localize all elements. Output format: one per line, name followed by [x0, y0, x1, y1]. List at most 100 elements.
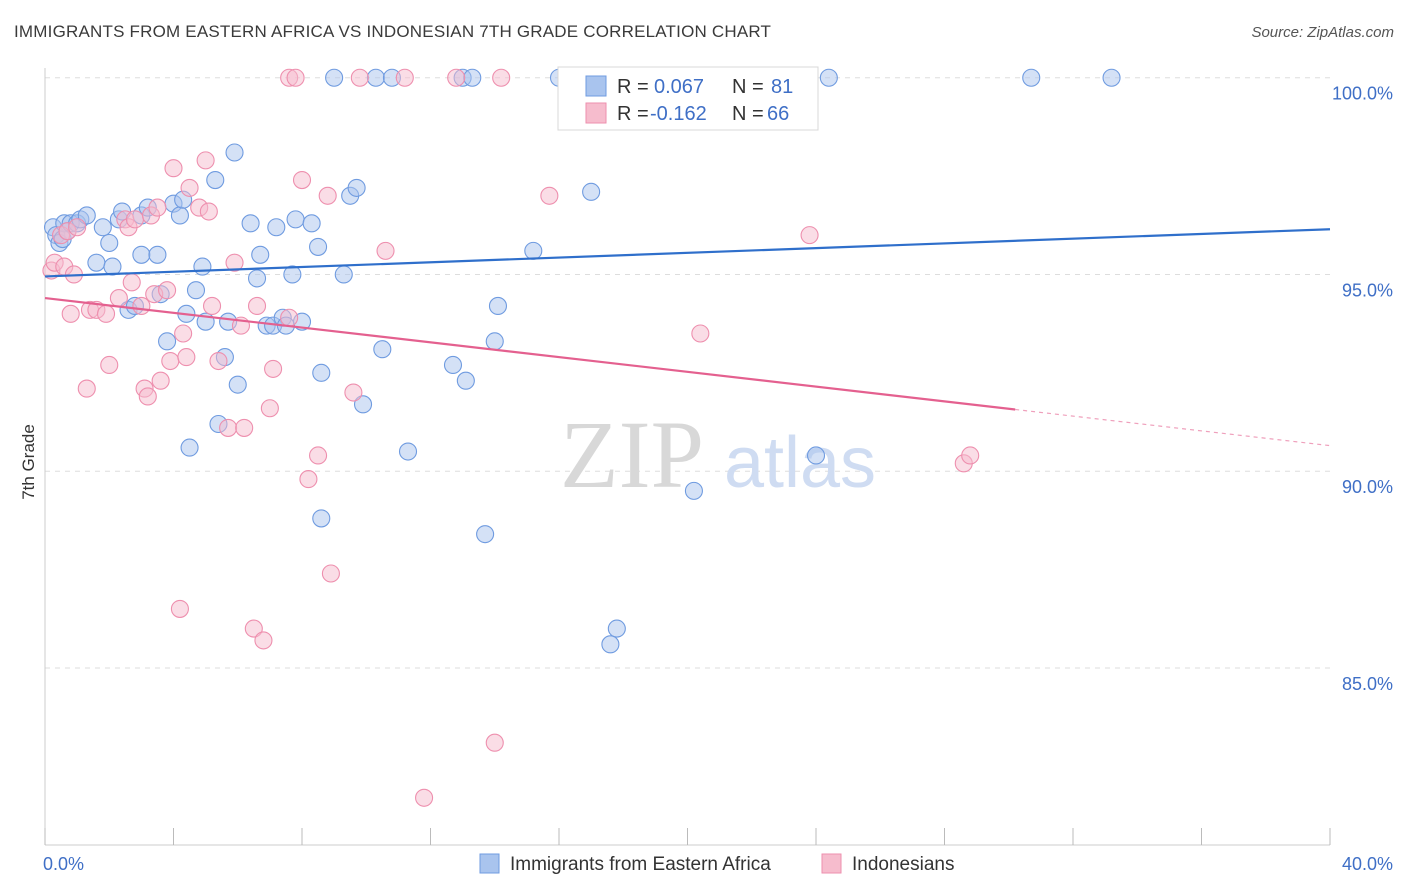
point-indonesians	[196, 151, 215, 170]
point-indonesians	[180, 178, 199, 197]
trend-line-extension-pink	[1015, 408, 1331, 447]
point-indonesians	[260, 399, 279, 418]
point-eastern-africa	[228, 375, 247, 394]
point-indonesians	[148, 198, 167, 217]
point-eastern-africa	[607, 619, 626, 638]
point-indonesians	[447, 68, 466, 87]
point-eastern-africa	[334, 265, 353, 284]
tick-labels: 100.0% 95.0% 90.0% 85.0% 0.0% 40.0%	[43, 84, 1393, 874]
point-indonesians	[203, 296, 222, 315]
point-indonesians	[125, 210, 144, 229]
point-indonesians	[280, 308, 299, 327]
point-indonesians	[170, 599, 189, 618]
point-indonesians	[376, 241, 395, 260]
point-eastern-africa	[456, 371, 475, 390]
point-indonesians	[485, 733, 504, 752]
point-indonesians	[151, 371, 170, 390]
point-indonesians	[540, 186, 559, 205]
point-indonesians	[138, 387, 157, 406]
point-indonesians	[292, 170, 312, 190]
point-indonesians	[235, 418, 254, 437]
point-eastern-africa	[373, 340, 392, 359]
y-axis-title: 7th Grade	[19, 424, 38, 500]
point-eastern-africa	[193, 257, 212, 276]
trend-line-pink	[44, 296, 1016, 411]
point-eastern-africa	[87, 253, 106, 272]
legend-r-value-2: -0.162	[650, 103, 707, 125]
point-eastern-africa	[1022, 68, 1041, 87]
point-indonesians	[264, 359, 283, 378]
legend-r-label-2: R =	[617, 103, 649, 125]
legend-swatch-blue	[585, 75, 607, 97]
legend-bottom-swatch-blue	[479, 853, 500, 874]
point-indonesians	[199, 202, 218, 221]
point-eastern-africa	[524, 241, 543, 260]
point-indonesians	[395, 68, 414, 87]
trend-lines	[44, 228, 1331, 447]
point-indonesians	[492, 68, 511, 87]
legend-n-value-2: 66	[767, 103, 789, 125]
chart-title: IMMIGRANTS FROM EASTERN AFRICA VS INDONE…	[14, 22, 772, 41]
watermark: ZIP atlas	[560, 401, 876, 508]
point-eastern-africa	[103, 257, 122, 276]
point-indonesians	[321, 564, 340, 583]
point-indonesians	[109, 289, 128, 308]
legend-n-label-2: N =	[732, 103, 764, 125]
point-eastern-africa	[347, 178, 366, 197]
point-indonesians	[415, 788, 434, 807]
point-eastern-africa	[247, 269, 267, 288]
point-eastern-africa	[267, 218, 286, 237]
point-eastern-africa	[180, 438, 199, 457]
legend-bottom: Immigrants from Eastern Africa Indonesia…	[479, 853, 954, 875]
point-indonesians	[309, 446, 328, 465]
legend-bottom-label-blue: Immigrants from Eastern Africa	[510, 854, 771, 875]
point-eastern-africa	[241, 214, 260, 233]
watermark-atlas: atlas	[724, 423, 876, 503]
point-eastern-africa	[1102, 68, 1121, 87]
point-indonesians	[800, 226, 819, 245]
point-indonesians	[122, 273, 141, 292]
legend-swatch-pink	[585, 102, 607, 124]
legend-r-label-1: R =	[617, 76, 649, 98]
point-eastern-africa	[158, 332, 177, 351]
point-eastern-africa	[806, 446, 826, 465]
point-indonesians	[209, 351, 228, 371]
point-indonesians	[77, 379, 96, 398]
point-eastern-africa	[353, 395, 373, 414]
point-indonesians	[164, 159, 183, 178]
point-eastern-africa	[225, 143, 244, 162]
point-indonesians	[254, 631, 273, 650]
point-indonesians	[68, 218, 87, 237]
point-eastern-africa	[443, 355, 463, 375]
point-eastern-africa	[325, 68, 344, 87]
point-eastern-africa	[398, 442, 418, 461]
point-indonesians	[225, 253, 244, 272]
point-eastern-africa	[93, 218, 112, 237]
point-indonesians	[350, 68, 369, 87]
point-indonesians	[96, 304, 116, 323]
point-indonesians	[100, 355, 119, 375]
y-tick-label: 95.0%	[1342, 280, 1393, 300]
point-eastern-africa	[312, 509, 331, 528]
point-eastern-africa	[302, 214, 321, 233]
y-tick-label: 85.0%	[1342, 674, 1393, 694]
point-indonesians	[247, 296, 267, 315]
point-indonesians	[61, 304, 80, 323]
legend-bottom-label-pink: Indonesians	[852, 854, 954, 875]
y-tick-label: 90.0%	[1342, 477, 1393, 497]
point-eastern-africa	[170, 206, 189, 225]
point-indonesians	[344, 383, 363, 402]
point-indonesians	[177, 348, 196, 367]
point-indonesians	[318, 186, 337, 205]
point-indonesians	[219, 418, 238, 437]
axes	[44, 68, 1331, 846]
legend-top: R = 0.067 N = 81 R = -0.162 N = 66	[557, 66, 819, 131]
legend-bottom-swatch-pink	[821, 853, 842, 874]
point-eastern-africa	[100, 233, 119, 253]
point-eastern-africa	[582, 182, 601, 201]
point-eastern-africa	[77, 206, 96, 225]
point-indonesians	[961, 446, 980, 465]
x-tick-label: 40.0%	[1342, 854, 1393, 874]
point-eastern-africa	[251, 245, 270, 264]
